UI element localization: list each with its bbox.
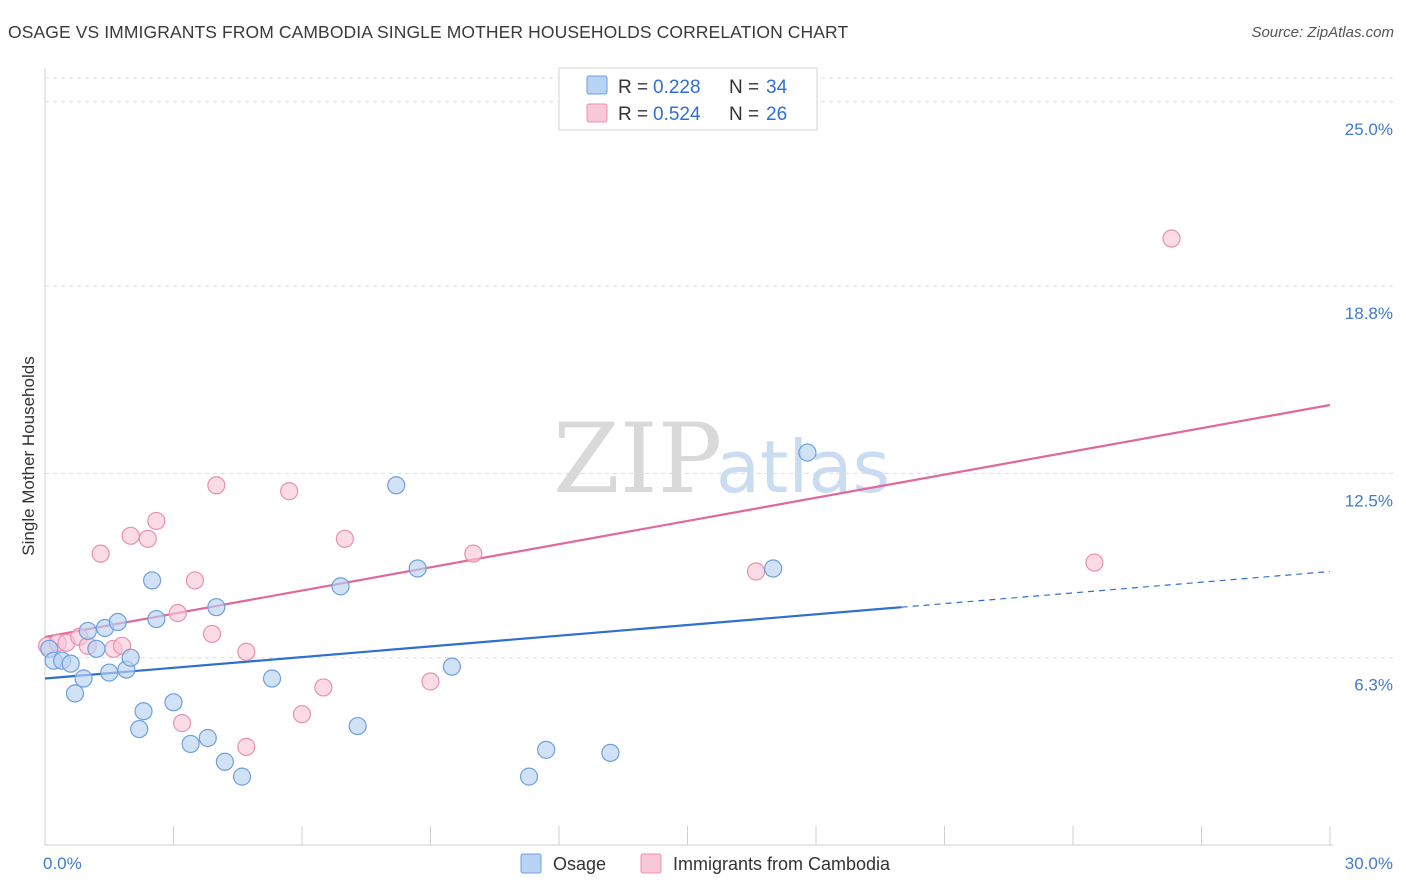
x-tick-label-min: 0.0%	[43, 854, 82, 873]
osage-point	[78, 621, 97, 641]
osage-point	[537, 740, 556, 759]
chart-title: OSAGE VS IMMIGRANTS FROM CAMBODIA SINGLE…	[8, 22, 849, 42]
y-tick-label: 12.5%	[1345, 491, 1393, 510]
watermark-zip: ZIP	[553, 403, 722, 515]
cambodia-point	[91, 544, 110, 563]
cambodia-point	[138, 529, 157, 548]
cambodia-point	[121, 526, 140, 545]
legend-osage-label: Osage	[553, 854, 606, 874]
cambodia-trend-line	[44, 403, 1331, 638]
cambodia-point	[335, 529, 354, 548]
cambodia-point	[207, 476, 226, 495]
cambodia-n-label: N =	[729, 104, 759, 125]
osage-point	[331, 577, 350, 596]
osage-trend-line	[44, 606, 902, 680]
cambodia-point	[421, 672, 440, 691]
osage-point	[61, 654, 80, 673]
cambodia-n-value: 26	[766, 104, 787, 125]
osage-point	[262, 669, 282, 688]
gridlines	[45, 77, 1395, 659]
y-axis-title: Single Mother Households	[19, 356, 38, 555]
axes	[44, 68, 1333, 846]
osage-point	[601, 743, 620, 762]
cambodia-swatch	[586, 103, 608, 123]
osage-point	[108, 612, 127, 632]
cambodia-point	[314, 678, 333, 697]
y-tick-label: 25.0%	[1345, 120, 1393, 139]
osage-point	[164, 693, 183, 712]
watermark-atlas: atlas	[716, 425, 890, 509]
osage-n-value: 34	[766, 77, 788, 98]
osage-point	[387, 476, 406, 495]
osage-point	[181, 734, 200, 754]
osage-point	[348, 716, 367, 736]
legend-cambodia-label: Immigrants from Cambodia	[673, 854, 891, 874]
cambodia-point	[147, 511, 166, 531]
y-tick-labels: 6.3% 12.5% 18.8% 25.0%	[1345, 120, 1393, 695]
stats-legend: R = 0.228 N = 34 R = 0.524 N = 26	[558, 67, 818, 131]
osage-point	[134, 702, 153, 721]
legend-osage-swatch	[520, 853, 542, 874]
osage-trend-extension	[901, 570, 1331, 608]
osage-point	[442, 657, 462, 676]
y-tick-label: 18.8%	[1345, 304, 1393, 323]
cambodia-point	[237, 737, 256, 756]
osage-point	[232, 767, 252, 786]
series-legend: Osage Immigrants from Cambodia	[520, 853, 891, 874]
osage-point	[142, 571, 162, 590]
cambodia-point	[464, 544, 483, 563]
cambodia-point	[292, 705, 312, 724]
osage-point	[130, 719, 149, 739]
source-label: Source: ZipAtlas.com	[1251, 24, 1394, 41]
osage-r-label: R =	[618, 77, 648, 98]
cambodia-r-value: 0.524	[653, 104, 701, 125]
cambodia-point	[746, 562, 766, 581]
osage-point	[100, 663, 119, 682]
x-tick-label-max: 30.0%	[1345, 854, 1393, 873]
osage-point	[519, 767, 539, 786]
osage-point	[87, 639, 106, 658]
trend-lines	[44, 403, 1331, 680]
cambodia-point	[168, 604, 187, 623]
osage-point	[764, 559, 783, 578]
osage-point	[198, 728, 217, 748]
osage-point	[147, 609, 166, 629]
cambodia-point	[172, 714, 192, 733]
osage-point	[121, 648, 140, 667]
cambodia-point	[1085, 553, 1104, 572]
cambodia-point	[1162, 229, 1181, 248]
cambodia-point	[202, 624, 222, 644]
osage-swatch	[586, 75, 608, 95]
cambodia-point	[237, 642, 256, 661]
osage-point	[215, 752, 234, 771]
osage-point	[65, 684, 85, 703]
osage-point	[798, 443, 817, 462]
data-points	[38, 229, 1181, 786]
osage-point	[408, 559, 427, 578]
legend-cambodia-swatch	[640, 853, 662, 874]
osage-n-label: N =	[729, 77, 759, 98]
cambodia-r-label: R =	[618, 104, 648, 125]
osage-point	[207, 598, 226, 617]
y-tick-label: 6.3%	[1354, 676, 1393, 695]
osage-point	[74, 669, 93, 688]
osage-r-value: 0.228	[653, 77, 701, 98]
cambodia-point	[185, 571, 205, 590]
cambodia-point	[280, 482, 299, 501]
